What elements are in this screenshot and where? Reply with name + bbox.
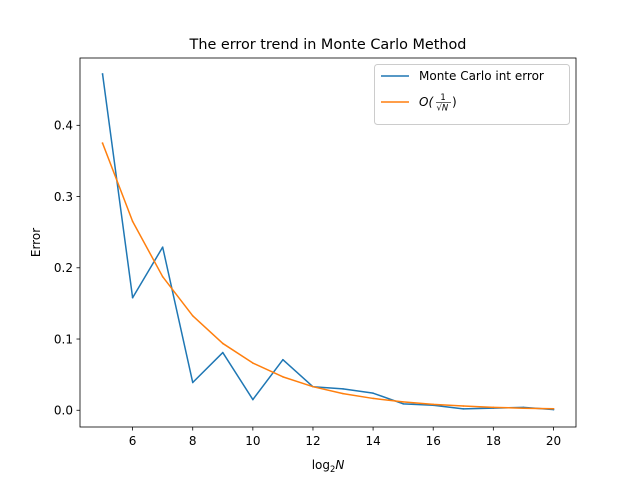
y-tick-label: 0.2: [54, 261, 73, 275]
data-point-s0-9: [372, 392, 374, 394]
data-point-s1-12: [462, 405, 465, 407]
data-point-s0-10: [402, 403, 404, 405]
data-point-s0-5: [252, 398, 254, 401]
y-axis: 0.0 0.1 0.2 0.3 0.4: [54, 119, 80, 418]
x-axis-label-variable: N: [335, 458, 344, 472]
data-point-s0-3: [191, 381, 194, 384]
x-axis: 6 8 10 12 14 16 18 20: [129, 427, 561, 448]
legend-fraction-sqrt: √: [437, 103, 443, 113]
x-axis-label: log2N: [312, 458, 345, 474]
y-tick-label: 0.1: [54, 332, 73, 346]
data-point-s1-4: [221, 342, 224, 345]
data-point-s1-6: [282, 376, 284, 378]
x-tick-label: 18: [486, 434, 501, 448]
legend-big-o-close: ): [452, 95, 457, 109]
x-axis-label-prefix: log: [312, 458, 330, 472]
data-point-s1-2: [161, 275, 164, 278]
legend-fraction-numerator: 1: [440, 92, 445, 102]
x-tick-label: 16: [426, 434, 441, 448]
legend-box: [374, 64, 570, 125]
data-point-s1-11: [432, 403, 435, 406]
data-point-s1-8: [342, 392, 344, 395]
x-axis-label-subscript: 2: [330, 464, 335, 474]
y-tick-label: 0.4: [54, 119, 73, 133]
legend-label-monte-carlo: Monte Carlo int error: [419, 69, 544, 83]
data-point-s0-1: [131, 296, 134, 299]
axes-frame: [79, 57, 577, 428]
data-point-s0-4: [221, 351, 224, 354]
data-point-s1-1: [131, 220, 134, 223]
x-tick-label: 10: [245, 434, 260, 448]
data-point-s1-5: [252, 362, 254, 364]
data-point-s0-2: [161, 246, 164, 248]
data-point-s0-6: [282, 358, 284, 361]
data-point-s1-0: [101, 142, 104, 144]
y-tick-label: 0.0: [54, 404, 73, 418]
svg-text:O(: O(: [419, 95, 434, 109]
series-line-0: [101, 73, 555, 411]
plot-area: [101, 73, 555, 411]
y-axis-label: Error: [29, 228, 43, 257]
svg-text:√N: √N: [437, 103, 449, 113]
x-tick-label: 8: [189, 434, 197, 448]
svg-text:): ): [452, 95, 457, 109]
data-point-s1-7: [312, 385, 314, 388]
legend: Monte Carlo int error O( 1 √N ): [374, 64, 570, 125]
legend-label-big-o: O( 1 √N ): [419, 92, 457, 113]
data-point-s1-10: [402, 401, 404, 403]
data-point-s0-8: [342, 388, 344, 390]
data-point-s1-9: [372, 397, 374, 400]
data-point-s1-15: [552, 407, 555, 410]
data-point-s0-12: [462, 408, 465, 410]
x-tick-label: 6: [129, 434, 137, 448]
x-tick-label: 20: [546, 434, 561, 448]
x-tick-label: 12: [305, 434, 320, 448]
y-tick-label: 0.3: [54, 190, 73, 204]
data-point-s0-0: [101, 73, 104, 75]
x-tick-label: 14: [365, 434, 380, 448]
legend-fraction-variable: N: [442, 103, 449, 113]
data-point-s1-13: [492, 406, 495, 409]
series-line-1: [101, 142, 555, 410]
data-point-s1-3: [191, 315, 194, 317]
chart-title: The error trend in Monte Carlo Method: [189, 37, 467, 53]
data-point-s1-14: [522, 407, 525, 409]
legend-big-o-open: O(: [419, 95, 434, 109]
